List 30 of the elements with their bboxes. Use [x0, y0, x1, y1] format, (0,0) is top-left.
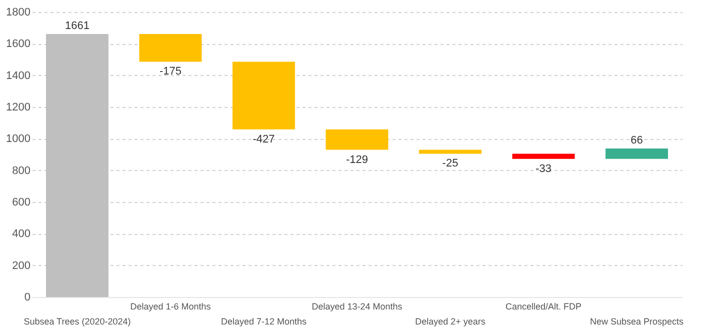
bar: [512, 154, 575, 159]
bar: [46, 34, 108, 297]
x-tick-label: New Subsea Prospects: [590, 316, 684, 326]
data-label: -129: [346, 154, 368, 166]
y-tick-label: 400: [12, 228, 30, 240]
bar: [232, 62, 295, 130]
data-label: 66: [630, 134, 643, 146]
bar: [606, 148, 668, 159]
y-tick-label: 600: [12, 196, 30, 208]
y-tick-label: 800: [12, 164, 30, 177]
y-tick-label: 200: [12, 260, 30, 272]
y-tick-label: 1000: [6, 133, 30, 146]
x-tick-label: Delayed 7-12 Months: [220, 316, 308, 326]
data-label: -427: [252, 133, 275, 146]
data-label: -175: [159, 66, 182, 78]
bar: [139, 34, 202, 62]
y-tick-label: 1400: [6, 70, 30, 82]
data-label: -25: [442, 158, 458, 170]
y-tick-label: 0: [24, 292, 30, 304]
y-tick-label: 1200: [6, 102, 30, 114]
x-tick-label: Delayed 1-6 Months: [130, 302, 212, 312]
data-label: 1661: [64, 20, 90, 32]
x-tick-label: Cancelled/Alt. FDP: [506, 302, 582, 312]
y-tick-label: 1600: [6, 38, 30, 50]
x-tick-label: Subsea Trees (2020-2024): [24, 316, 131, 326]
x-tick-label: Delayed 13-24 Months: [312, 302, 403, 312]
y-tick-label: 1800: [6, 6, 30, 18]
x-tick-label: Delayed 2+ years: [415, 316, 486, 326]
bar: [326, 129, 388, 150]
data-label: -33: [536, 162, 552, 175]
